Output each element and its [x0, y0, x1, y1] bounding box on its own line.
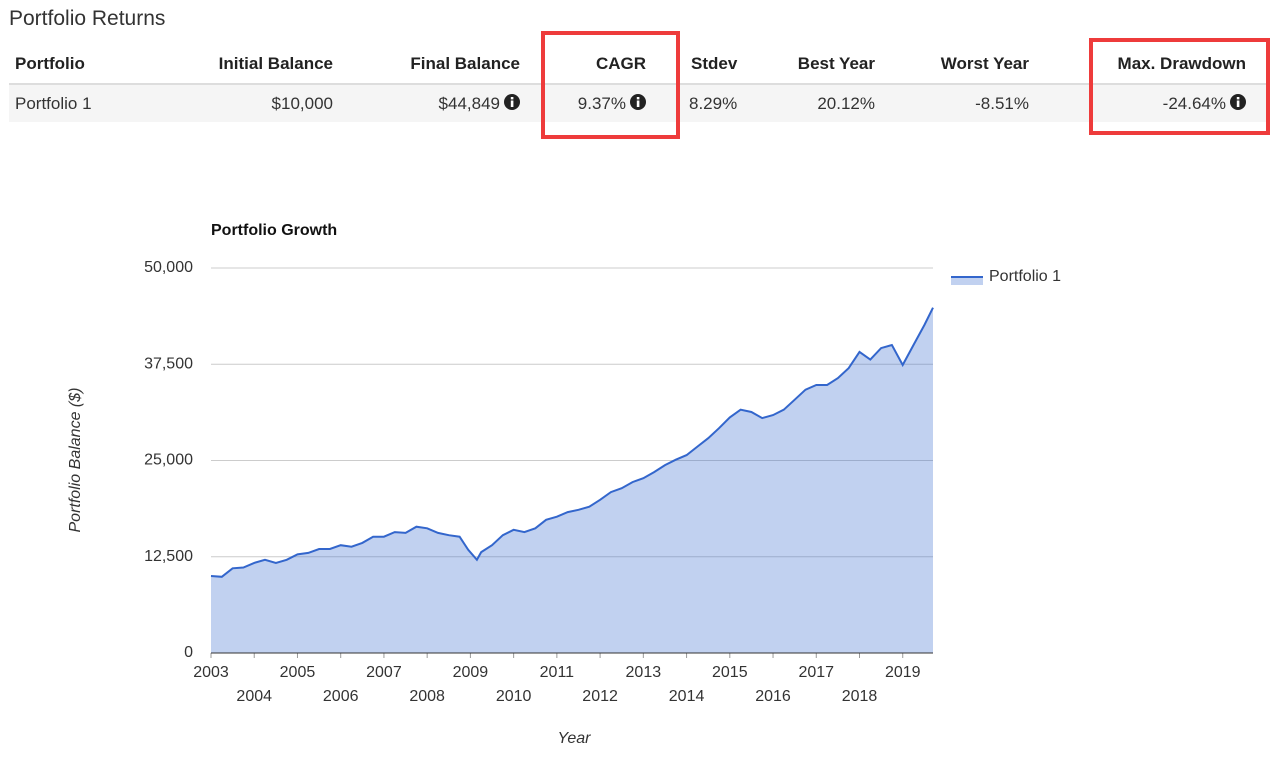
- highlight-box: [541, 31, 680, 139]
- cell: -24.64%: [1163, 85, 1246, 123]
- y-tick-label: 37,500: [144, 355, 193, 372]
- cell: 8.29%: [689, 94, 738, 113]
- cell-text: -24.64%: [1162, 94, 1226, 113]
- table-row: Portfolio 1 $10,000 $44,849 9.37% 8.29% …: [9, 85, 1270, 122]
- x-tick-label: 2018: [842, 688, 878, 705]
- column-header: Max. Drawdown: [1117, 54, 1246, 73]
- x-tick-label: 2017: [798, 664, 834, 681]
- column-header: Best Year: [797, 54, 875, 73]
- x-tick-label: 2012: [582, 688, 618, 705]
- legend-swatch: [951, 277, 983, 285]
- x-tick-label: 2008: [409, 688, 445, 705]
- y-tick-label: 12,500: [144, 548, 193, 565]
- x-axis-title: Year: [558, 730, 592, 747]
- table-header: Portfolio Initial Balance Final Balance …: [9, 45, 1270, 85]
- x-tick-label: 2013: [626, 664, 662, 681]
- y-tick-label: 25,000: [144, 452, 193, 469]
- x-tick-label: 2005: [280, 664, 316, 681]
- cell: -8.51%: [975, 94, 1029, 113]
- info-icon[interactable]: [630, 94, 646, 110]
- x-tick-label: 2011: [540, 664, 575, 681]
- y-tick-label: 50,000: [144, 259, 193, 276]
- x-tick-label: 2007: [366, 664, 402, 681]
- x-tick-label: 2014: [669, 688, 705, 705]
- y-axis-title: Portfolio Balance ($): [67, 388, 84, 533]
- x-tick-label: 2010: [496, 688, 532, 705]
- x-tick-label: 2006: [323, 688, 359, 705]
- cell: Portfolio 1: [15, 94, 92, 113]
- section-title: Portfolio Returns: [9, 7, 166, 30]
- column-header: Initial Balance: [218, 54, 333, 73]
- x-tick-label: 2016: [755, 688, 791, 705]
- legend-label: Portfolio 1: [989, 268, 1061, 285]
- cell: $10,000: [271, 94, 333, 113]
- cell-text: $44,849: [438, 94, 500, 113]
- x-tick-label: 2009: [453, 664, 489, 681]
- cell: 20.12%: [817, 94, 875, 113]
- column-header: CAGR: [595, 54, 646, 73]
- y-tick-label: 0: [184, 644, 193, 661]
- info-icon[interactable]: [1230, 94, 1246, 110]
- line: [210, 307, 934, 578]
- x-tick-label: 2003: [193, 664, 229, 681]
- info-icon[interactable]: [504, 94, 520, 110]
- cell: 9.37%: [578, 85, 646, 123]
- column-header: Portfolio: [15, 54, 85, 73]
- x-tick-label: 2015: [712, 664, 748, 681]
- column-header: Worst Year: [940, 54, 1029, 73]
- cell: $44,849: [439, 85, 520, 123]
- x-tick-label: 2004: [236, 688, 272, 705]
- chart-title: Portfolio Growth: [211, 222, 337, 239]
- highlight-box: [1089, 38, 1270, 135]
- column-header: Stdev: [691, 54, 738, 73]
- column-header: Final Balance: [410, 54, 520, 73]
- cell-text: 9.37%: [577, 94, 626, 113]
- x-tick-label: 2019: [885, 664, 921, 681]
- area: [211, 307, 933, 653]
